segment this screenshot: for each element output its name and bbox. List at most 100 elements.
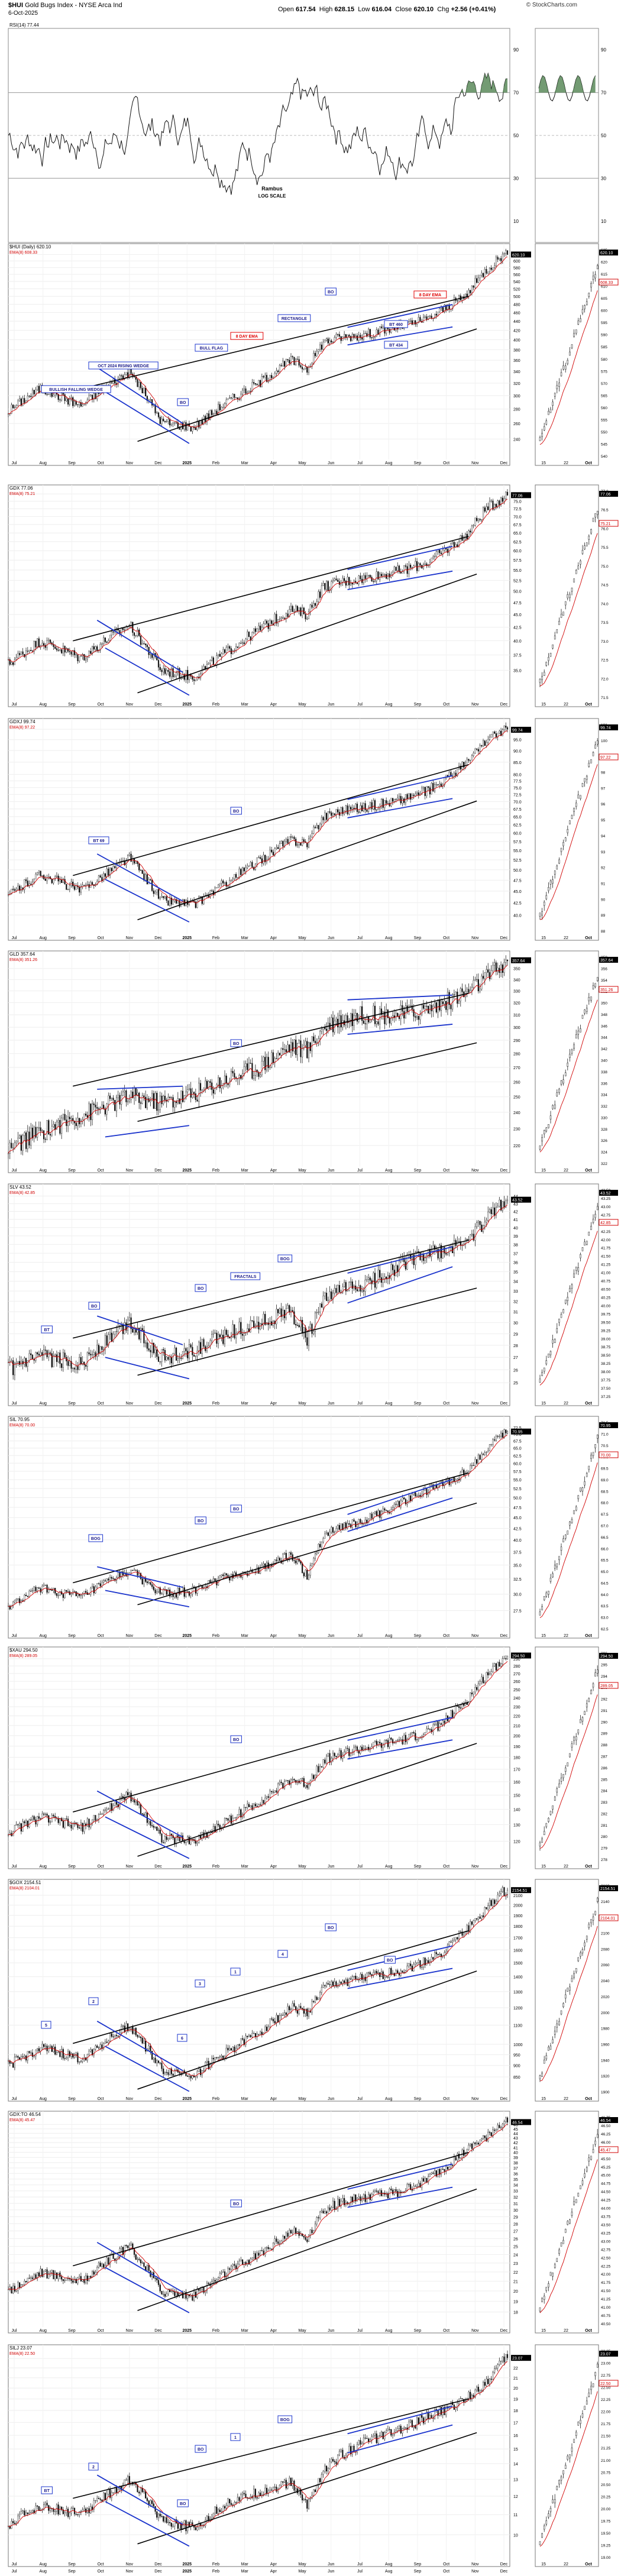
right-candle-body <box>554 635 556 640</box>
candle-body <box>457 769 458 776</box>
candle-body <box>379 1008 381 1025</box>
right-tick-label: 37.25 <box>601 1395 611 1399</box>
right-candle-body <box>592 1219 594 1223</box>
candle-body <box>161 669 163 672</box>
candle-body <box>133 1569 135 1571</box>
candle-body <box>318 825 319 830</box>
right-candle-body <box>571 344 573 348</box>
candle-body <box>69 1824 70 1826</box>
candle-body <box>91 882 93 885</box>
candle-body <box>457 1241 458 1246</box>
candle-body <box>303 1572 305 1577</box>
candle-body <box>77 404 79 406</box>
candle-body <box>303 1045 305 1048</box>
candle-body <box>373 581 374 582</box>
candle-body <box>187 1089 189 1092</box>
candle-body <box>450 1004 452 1009</box>
candle-body <box>31 1816 34 1820</box>
candle-body <box>444 1247 445 1254</box>
y-tick-label: 520 <box>513 287 520 292</box>
candle-body <box>20 1135 22 1151</box>
candle-body <box>477 1455 479 1464</box>
candle-body <box>238 869 240 878</box>
candle-body <box>179 1358 180 1359</box>
candle-body <box>415 794 416 796</box>
candle-body <box>180 678 182 679</box>
candle-body <box>247 1063 248 1070</box>
candle-body <box>137 629 138 636</box>
candle-body <box>490 1209 492 1214</box>
candle-body <box>46 640 48 648</box>
candle-body <box>22 651 24 655</box>
candle-body <box>96 646 98 651</box>
last-value-label: 70.95 <box>512 1431 523 1435</box>
candle-body <box>437 784 439 785</box>
candle-body <box>271 1052 273 1067</box>
candle-body <box>7 1153 9 1154</box>
candle-body <box>9 1143 11 1154</box>
right-candle-body <box>590 996 592 1001</box>
candle-body <box>473 286 474 288</box>
y-tick-label: 32 <box>513 1300 518 1304</box>
candle-body <box>69 1117 70 1119</box>
annotation-label: BULLISH FALLING WEDGE <box>49 388 103 392</box>
candle-body <box>309 837 311 839</box>
series-label: GDX 77.06 <box>9 486 33 491</box>
y-tick-label: 360 <box>513 359 520 363</box>
candle-body <box>360 575 361 580</box>
right-candle-body <box>558 859 560 864</box>
right-panel-frame <box>535 484 599 707</box>
candle-body <box>96 1583 98 1588</box>
x-tick-label: Dec <box>500 703 508 707</box>
candle-body <box>321 1303 322 1308</box>
candle-body <box>99 875 101 878</box>
candle-body <box>290 1042 292 1053</box>
annotation-label: BO <box>233 1042 240 1046</box>
candle-body <box>9 1606 11 1610</box>
candle-body <box>272 852 274 856</box>
candle-body <box>143 387 145 394</box>
candle-body <box>79 656 80 662</box>
candle-body <box>371 337 373 338</box>
candle-body <box>334 813 335 815</box>
x-tick-label: Oct <box>443 1865 449 1869</box>
candle-body <box>86 884 88 885</box>
candle-body <box>9 659 11 665</box>
candle-body <box>145 1578 147 1582</box>
x-tick-label: Dec <box>500 461 508 465</box>
x-tick-label: Aug <box>39 461 47 465</box>
candle-body <box>35 873 37 879</box>
candle-body <box>476 278 478 283</box>
candle-body <box>447 992 449 1010</box>
x-tick-label: May <box>298 1402 306 1406</box>
right-last-label: 357.64 <box>600 959 613 963</box>
candle-body <box>188 423 190 427</box>
right-candle-body <box>556 385 558 390</box>
right-tick-label: 65.0 <box>601 1570 609 1574</box>
candle-body <box>258 625 260 629</box>
candle-body <box>227 1575 229 1577</box>
candle-body <box>33 879 35 882</box>
x-tick-label: Jul <box>357 936 363 940</box>
candle-body <box>143 643 145 645</box>
candle-body <box>437 999 439 1012</box>
candle-body <box>24 879 25 890</box>
candle-body <box>380 799 383 807</box>
candle-body <box>321 817 322 824</box>
candle-body <box>221 407 222 410</box>
candle-body <box>482 507 484 520</box>
candle-body <box>296 606 299 611</box>
candle-body <box>258 1322 260 1329</box>
x-tick-label: Jun <box>328 1402 334 1406</box>
x-tick-label: Sep <box>68 1402 76 1406</box>
candle-body <box>217 653 219 656</box>
candle-body <box>306 842 308 847</box>
candle-body <box>125 1322 127 1331</box>
x-tick-label: Mar <box>241 461 249 465</box>
right-candle-body <box>567 829 569 833</box>
candle-body <box>19 1361 21 1365</box>
candle-body <box>398 1016 400 1019</box>
candle-body <box>318 349 319 352</box>
candle-body <box>373 337 374 338</box>
candle-body <box>316 1312 318 1313</box>
